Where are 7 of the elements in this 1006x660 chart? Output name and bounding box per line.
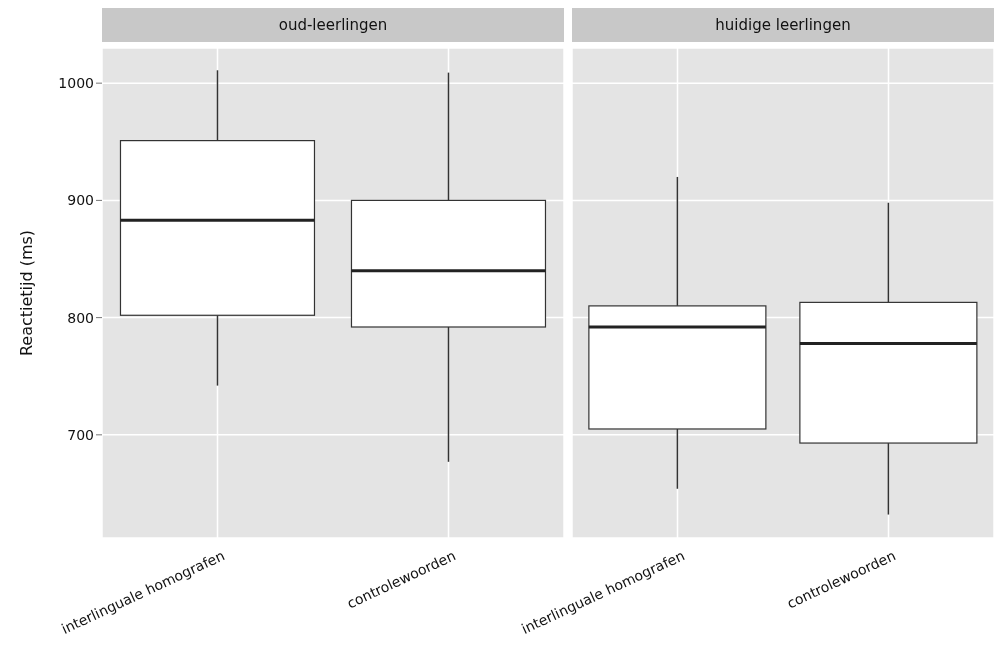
y-tick-label: 900: [67, 192, 94, 209]
y-tick-label: 700: [67, 426, 94, 443]
chart-title: oud-leerlingen: [102, 8, 564, 42]
y-axis-title: Reactietijd (ms): [16, 229, 36, 357]
y-tick-label: 800: [67, 309, 94, 326]
y-tick-label: 1000: [58, 75, 94, 92]
chart-title: huidige leerlingen: [572, 8, 994, 42]
